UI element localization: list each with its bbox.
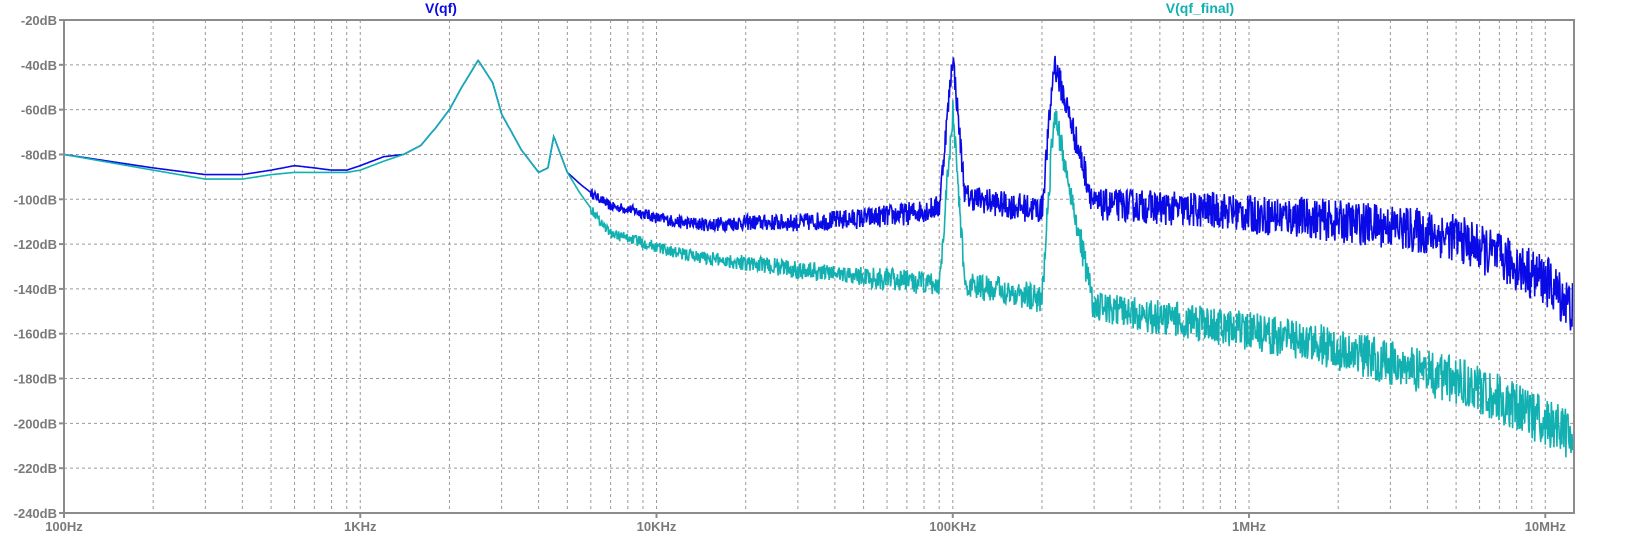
legend: V(qf) V(qf_final) (425, 0, 1234, 16)
x-tick-label: 1MHz (1232, 519, 1266, 534)
y-tick-label: -240dB (14, 506, 57, 521)
y-tick-label: -180dB (14, 372, 57, 387)
x-tick-label: 100KHz (929, 519, 976, 534)
x-tick-label: 10MHz (1525, 519, 1567, 534)
y-tick-label: -20dB (21, 13, 57, 28)
y-tick-label: -160dB (14, 327, 57, 342)
x-tick-label: 10KHz (637, 519, 677, 534)
y-tick-label: -40dB (21, 58, 57, 73)
y-tick-label: -200dB (14, 416, 57, 431)
series-line (64, 59, 1575, 458)
plot-frame (63, 19, 1575, 514)
y-axis: -20dB -40dB -60dB -80dB -100dB -120dB -140dB -1… (14, 13, 64, 521)
x-tick-label: 1KHz (344, 519, 377, 534)
y-tick-label: -100dB (14, 192, 57, 207)
series-line (64, 55, 1575, 331)
legend-entry: V(qf_final) (1166, 0, 1234, 16)
legend-entry: V(qf) (425, 0, 457, 16)
x-tick-label: 100Hz (45, 519, 83, 534)
y-tick-label: -80dB (21, 147, 57, 162)
x-axis: 100Hz 1KHz 10KHz 100KHz 1MHz 10MHz (45, 513, 1566, 534)
series-layer (64, 55, 1575, 458)
y-tick-label: -220dB (14, 461, 57, 476)
y-tick-label: -140dB (14, 282, 57, 297)
y-tick-label: -120dB (14, 237, 57, 252)
grid-lines (63, 19, 1574, 514)
y-tick-label: -60dB (21, 103, 57, 118)
